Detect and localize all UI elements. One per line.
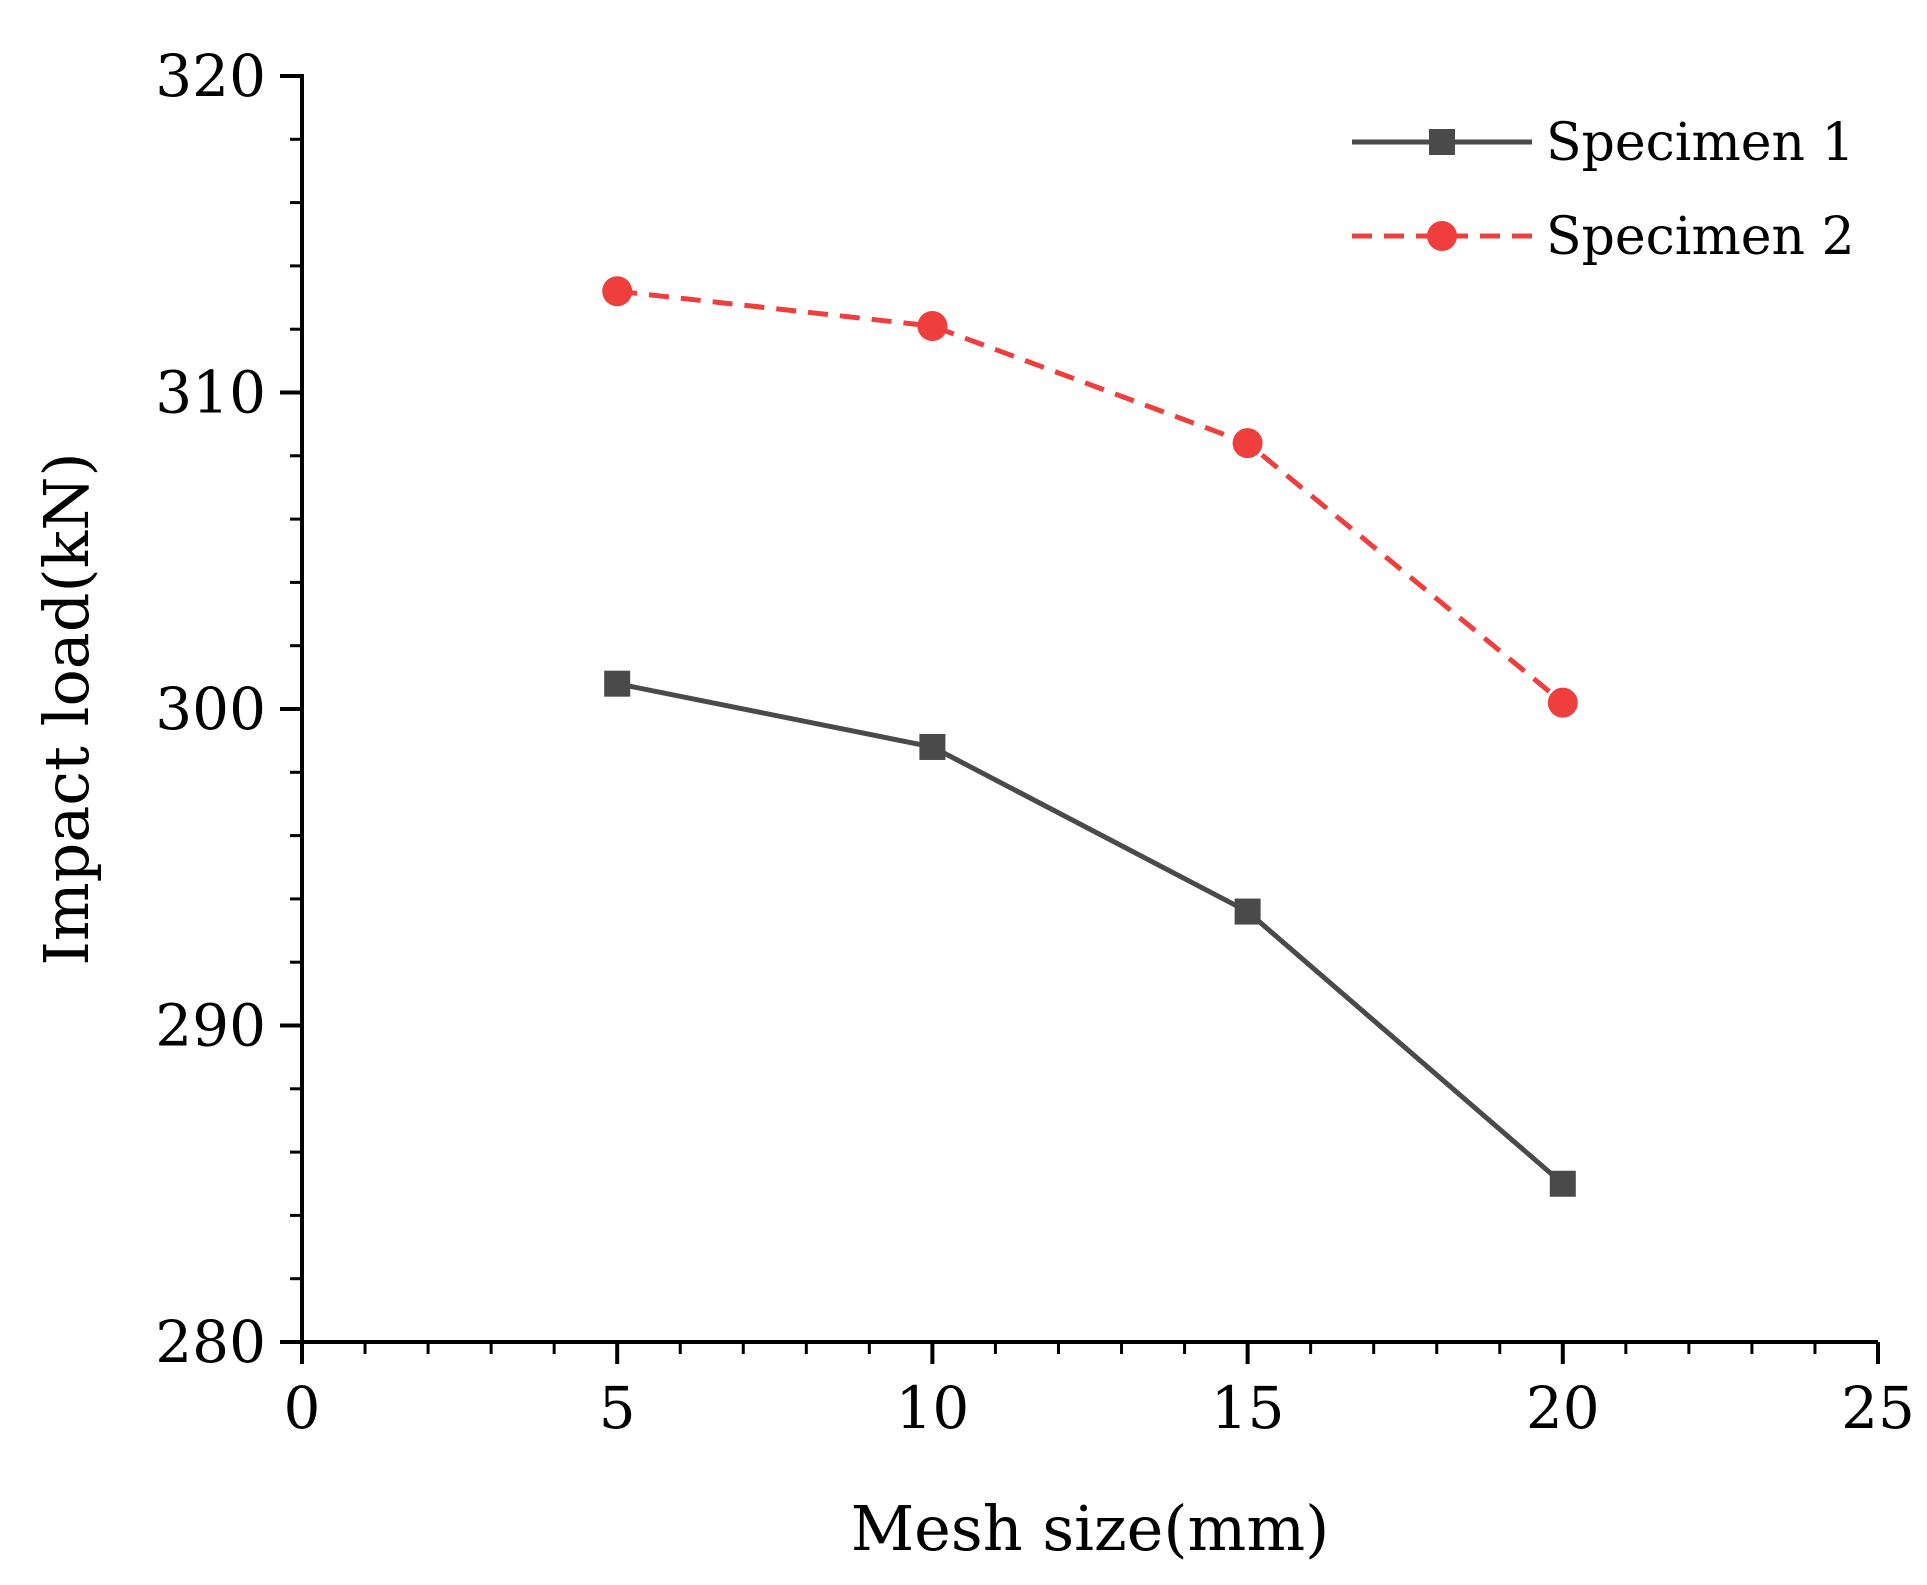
legend-item-2: Specimen 2 [1352, 207, 1855, 267]
series-2-point [1547, 687, 1578, 718]
x-tick-label: 5 [599, 1374, 636, 1442]
legend-swatch-marker [1429, 129, 1455, 155]
y-tick-label: 300 [155, 675, 266, 743]
series-2-point [602, 276, 633, 307]
series-1-point [1549, 1170, 1576, 1197]
series-2-point [1232, 428, 1263, 459]
x-axis-title: Mesh size(mm) [851, 1492, 1330, 1565]
legend-swatch-marker [1427, 221, 1457, 251]
series-2-line [616, 288, 1565, 705]
x-tick-label: 0 [284, 1374, 321, 1442]
axes: 0 5 10 15 20 25 280 290 300 310 320 [155, 42, 1915, 1442]
legend: Specimen 1 Specimen 2 [1352, 113, 1855, 267]
series-layer [602, 276, 1578, 1197]
series-1-point [1234, 898, 1261, 925]
series-1-point [919, 733, 946, 760]
x-tick-label: 15 [1211, 1374, 1285, 1442]
legend-item-1: Specimen 1 [1352, 113, 1855, 173]
series-1 [604, 670, 1576, 1197]
series-2 [602, 276, 1578, 718]
x-tick-label: 10 [895, 1374, 969, 1442]
x-tick-label: 20 [1526, 1374, 1600, 1442]
y-axis-title: Impact load(kN) [30, 452, 103, 965]
y-tick-label: 290 [155, 992, 266, 1060]
legend-label: Specimen 1 [1546, 113, 1855, 173]
y-tick-label: 320 [155, 42, 266, 110]
series-2-point [917, 311, 948, 342]
x-tick-label: 25 [1841, 1374, 1915, 1442]
legend-label: Specimen 2 [1546, 207, 1855, 267]
y-tick-label: 280 [155, 1308, 266, 1376]
series-1-line [616, 681, 1565, 1186]
y-tick-label: 310 [155, 359, 266, 427]
series-1-point [604, 670, 631, 697]
